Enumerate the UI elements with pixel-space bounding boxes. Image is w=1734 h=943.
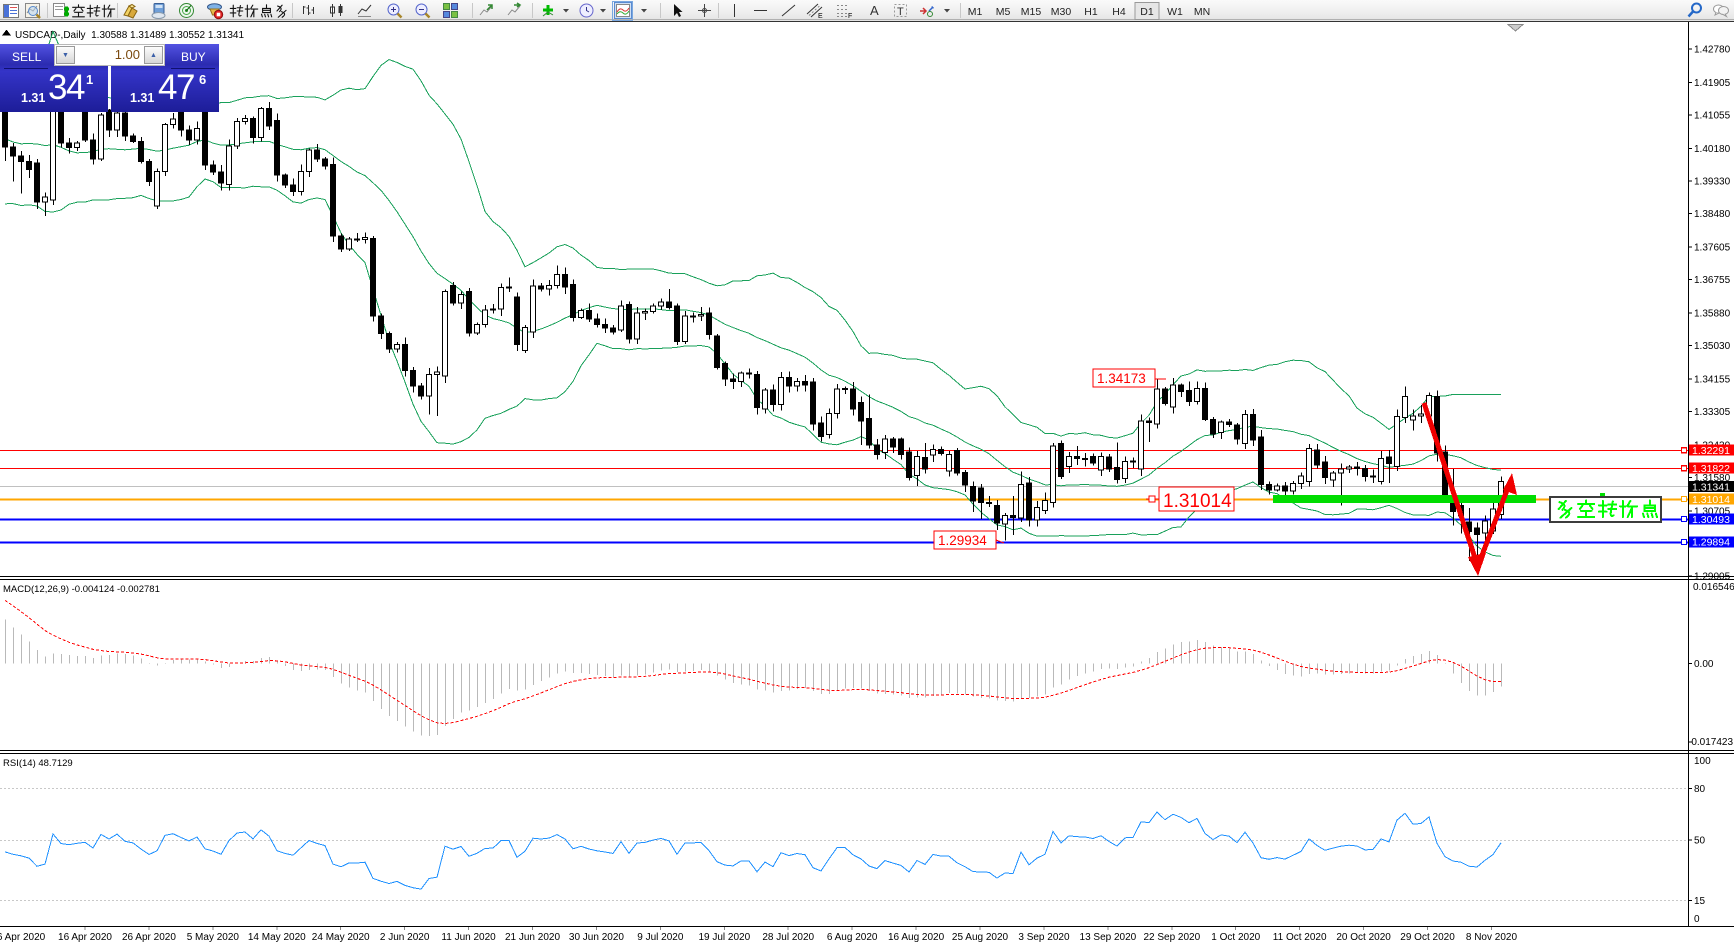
svg-text:1.33305: 1.33305	[1694, 407, 1731, 418]
svg-text:M1: M1	[968, 6, 983, 18]
svg-text:20 Oct 2020: 20 Oct 2020	[1336, 932, 1391, 943]
svg-text:29 Oct 2020: 29 Oct 2020	[1400, 932, 1455, 943]
svg-text:M15: M15	[1021, 6, 1042, 18]
svg-text:E: E	[818, 13, 823, 20]
svg-text:1.29894: 1.29894	[1692, 537, 1730, 549]
svg-text:0: 0	[1694, 914, 1700, 925]
svg-text:80: 80	[1694, 784, 1706, 795]
svg-text:14 May 2020: 14 May 2020	[248, 932, 306, 943]
svg-text:F: F	[848, 13, 852, 20]
svg-text:11 Jun 2020: 11 Jun 2020	[441, 932, 496, 943]
svg-text:28 Jul 2020: 28 Jul 2020	[762, 932, 814, 943]
svg-text:1.39330: 1.39330	[1694, 176, 1731, 187]
svg-text:100: 100	[1694, 756, 1711, 767]
svg-text:MACD(12,26,9) -0.004124 -0.002: MACD(12,26,9) -0.004124 -0.002781	[3, 584, 160, 595]
svg-text:1.37605: 1.37605	[1694, 242, 1731, 253]
svg-text:H4: H4	[1112, 6, 1126, 18]
svg-text:1.42780: 1.42780	[1694, 44, 1731, 55]
svg-text:16 Apr 2020: 16 Apr 2020	[58, 932, 112, 943]
svg-text:1.38480: 1.38480	[1694, 209, 1731, 220]
svg-text:30 Jun 2020: 30 Jun 2020	[569, 932, 624, 943]
svg-text:1.35880: 1.35880	[1694, 308, 1731, 319]
svg-text:1.41055: 1.41055	[1694, 110, 1731, 121]
svg-text:9 Jul 2020: 9 Jul 2020	[637, 932, 684, 943]
svg-text:1.35030: 1.35030	[1694, 341, 1731, 352]
svg-text:3 Sep 2020: 3 Sep 2020	[1018, 932, 1070, 943]
svg-text:16 Aug 2020: 16 Aug 2020	[888, 932, 945, 943]
svg-text:8 Nov 2020: 8 Nov 2020	[1466, 932, 1518, 943]
svg-text:1.32291: 1.32291	[1692, 445, 1730, 457]
svg-text:2 Jun 2020: 2 Jun 2020	[380, 932, 430, 943]
svg-text:M30: M30	[1051, 6, 1072, 18]
svg-text:26 Apr 2020: 26 Apr 2020	[122, 932, 176, 943]
svg-text:25 Aug 2020: 25 Aug 2020	[952, 932, 1009, 943]
svg-text:MN: MN	[1194, 6, 1210, 18]
svg-text:1.29934: 1.29934	[938, 533, 987, 548]
svg-text:1.40180: 1.40180	[1694, 144, 1731, 155]
svg-text:1.34155: 1.34155	[1694, 374, 1731, 385]
svg-text:15: 15	[1694, 896, 1706, 907]
svg-text:1.30705: 1.30705	[1694, 506, 1731, 517]
svg-text:6 Aug 2020: 6 Aug 2020	[827, 932, 878, 943]
svg-text:1.30493: 1.30493	[1692, 514, 1730, 526]
svg-text:-0.017423: -0.017423	[1688, 737, 1733, 748]
svg-text:RSI(14) 48.7129: RSI(14) 48.7129	[3, 758, 73, 769]
svg-text:D1: D1	[1140, 6, 1154, 18]
svg-text:M5: M5	[996, 6, 1011, 18]
svg-text:21 Jun 2020: 21 Jun 2020	[505, 932, 560, 943]
svg-text:W1: W1	[1167, 6, 1183, 18]
svg-text:6 Apr 2020: 6 Apr 2020	[0, 932, 46, 943]
svg-text:H1: H1	[1084, 6, 1098, 18]
svg-text:1.31822: 1.31822	[1692, 463, 1730, 475]
svg-text:11 Oct 2020: 11 Oct 2020	[1273, 932, 1327, 943]
svg-text:1.31014: 1.31014	[1163, 491, 1232, 512]
svg-text:1.41905: 1.41905	[1694, 78, 1731, 89]
svg-text:50: 50	[1694, 836, 1706, 847]
svg-text:1.31341: 1.31341	[1692, 481, 1730, 493]
svg-text:24 May 2020: 24 May 2020	[312, 932, 370, 943]
svg-text:1.31014: 1.31014	[1692, 494, 1730, 506]
svg-text:1.31580: 1.31580	[1694, 473, 1731, 484]
svg-text:0.016546: 0.016546	[1693, 582, 1734, 593]
svg-text:1.34173: 1.34173	[1097, 371, 1146, 386]
svg-text:5 May 2020: 5 May 2020	[187, 932, 240, 943]
svg-text:1.36755: 1.36755	[1694, 275, 1731, 286]
svg-text:T: T	[897, 6, 904, 18]
svg-text:A: A	[870, 3, 879, 18]
svg-text:USDCAD-,Daily 1.30588 1.31489: USDCAD-,Daily 1.30588 1.31489 1.30552 1.…	[15, 30, 244, 41]
svg-text:22 Sep 2020: 22 Sep 2020	[1143, 932, 1200, 943]
svg-text:19 Jul 2020: 19 Jul 2020	[698, 932, 750, 943]
svg-text:1.29005: 1.29005	[1694, 572, 1731, 583]
svg-text:13 Sep 2020: 13 Sep 2020	[1080, 932, 1137, 943]
svg-text:0.00: 0.00	[1694, 659, 1714, 670]
svg-text:1 Oct 2020: 1 Oct 2020	[1211, 932, 1260, 943]
